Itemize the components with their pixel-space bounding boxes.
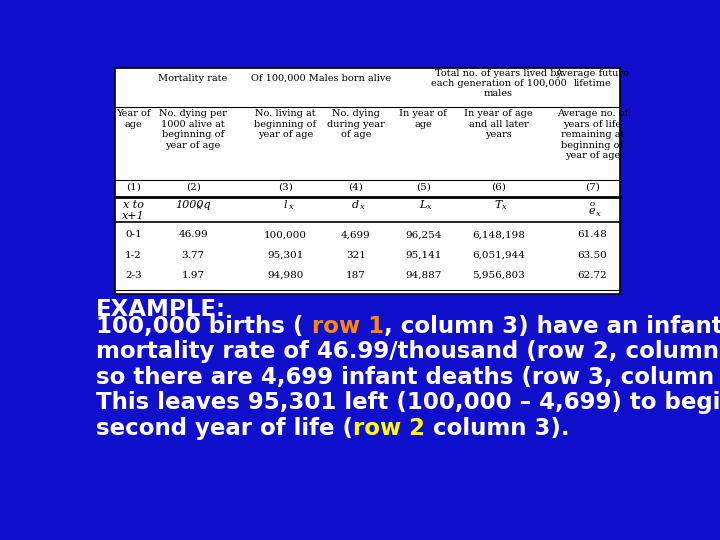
Text: 1000q: 1000q [175, 200, 211, 210]
Text: 46.99: 46.99 [179, 231, 208, 239]
Text: (7): (7) [585, 183, 600, 192]
Text: (6): (6) [491, 183, 506, 192]
Text: (2): (2) [186, 183, 200, 192]
Text: x: x [289, 204, 294, 211]
Text: 1.97: 1.97 [181, 271, 204, 280]
Text: 5,956,803: 5,956,803 [472, 271, 525, 280]
Text: 94,980: 94,980 [267, 271, 304, 280]
Text: Total no. of years lived by
each generation of 100,000
males: Total no. of years lived by each generat… [431, 69, 567, 98]
Text: x to
x+1: x to x+1 [122, 200, 145, 221]
Text: No. living at
beginning of
year of age: No. living at beginning of year of age [254, 110, 316, 139]
Text: 321: 321 [346, 251, 366, 260]
Text: (1): (1) [126, 183, 141, 192]
Text: second year of life (: second year of life ( [96, 417, 354, 440]
Text: Of 100,000 Males born alive: Of 100,000 Males born alive [251, 74, 391, 83]
Text: In year of
age: In year of age [400, 110, 447, 129]
Text: In year of age
and all later
years: In year of age and all later years [464, 110, 533, 139]
Text: 1-2: 1-2 [125, 251, 142, 260]
Text: x: x [360, 204, 364, 211]
Text: 95,141: 95,141 [405, 251, 441, 260]
Text: No. dying per
1000 alive at
beginning of
year of age: No. dying per 1000 alive at beginning of… [159, 110, 227, 150]
Text: 187: 187 [346, 271, 366, 280]
Text: , column 3) have an infant: , column 3) have an infant [384, 315, 720, 338]
Text: column 3).: column 3). [426, 417, 570, 440]
Text: Average no. of
years of life
remaining at
beginning of
year of age: Average no. of years of life remaining a… [557, 110, 628, 160]
Text: This leaves 95,301 left (100,000 – 4,699) to begin the: This leaves 95,301 left (100,000 – 4,699… [96, 392, 720, 414]
Text: row 2: row 2 [354, 417, 426, 440]
Bar [114, 68, 620, 294]
Text: l: l [284, 200, 287, 210]
Text: 4,699: 4,699 [341, 231, 371, 239]
Text: o: o [590, 200, 595, 207]
Text: mortality rate of 46.99/thousand (row 2, column 2),: mortality rate of 46.99/thousand (row 2,… [96, 340, 720, 363]
Text: 0-1: 0-1 [125, 231, 142, 239]
Text: 61.48: 61.48 [577, 231, 607, 239]
Text: x: x [197, 204, 202, 211]
Text: so there are 4,699 infant deaths (row 3, column 4).: so there are 4,699 infant deaths (row 3,… [96, 366, 720, 389]
Text: No. dying
during year
of age: No. dying during year of age [327, 110, 384, 139]
Text: 94,887: 94,887 [405, 271, 441, 280]
Text: d: d [352, 200, 359, 210]
Text: x: x [596, 210, 600, 218]
Text: (4): (4) [348, 183, 364, 192]
Text: 95,301: 95,301 [267, 251, 304, 260]
Text: row 1: row 1 [312, 315, 384, 338]
Text: Year of
age: Year of age [116, 110, 150, 129]
Text: Mortality rate: Mortality rate [158, 74, 228, 83]
Text: EXAMPLE:: EXAMPLE: [96, 298, 226, 321]
Text: 6,051,944: 6,051,944 [472, 251, 525, 260]
Text: 6,148,198: 6,148,198 [472, 231, 525, 239]
Text: 3.77: 3.77 [181, 251, 204, 260]
Text: e: e [589, 206, 595, 215]
Text: 96,254: 96,254 [405, 231, 441, 239]
Text: (3): (3) [278, 183, 293, 192]
Text: 2-3: 2-3 [125, 271, 142, 280]
Text: x: x [503, 204, 507, 211]
Text: 100,000 births (: 100,000 births ( [96, 315, 312, 338]
Text: 62.72: 62.72 [577, 271, 607, 280]
Text: L: L [420, 200, 427, 210]
Text: T: T [495, 200, 502, 210]
Text: x: x [427, 204, 432, 211]
Text: 100,000: 100,000 [264, 231, 307, 239]
Text: (5): (5) [416, 183, 431, 192]
Text: Average future
lifetime: Average future lifetime [555, 69, 629, 88]
Text: 63.50: 63.50 [577, 251, 607, 260]
